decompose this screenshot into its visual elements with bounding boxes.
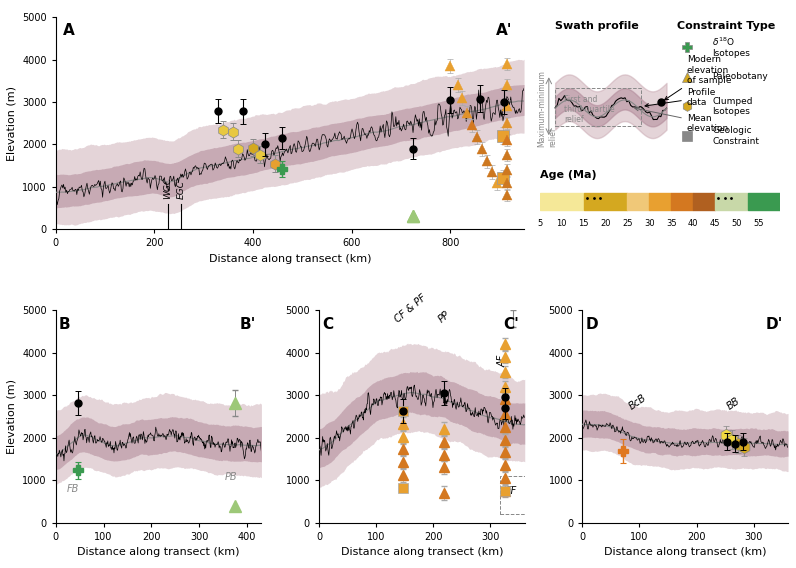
Text: Paleobotany: Paleobotany — [712, 72, 768, 81]
Y-axis label: Elevation (m): Elevation (m) — [6, 86, 17, 161]
Text: FB: FB — [66, 483, 79, 494]
Text: WGC: WGC — [164, 177, 173, 199]
X-axis label: Distance along transect (km): Distance along transect (km) — [77, 547, 240, 557]
Text: A': A' — [496, 23, 513, 39]
X-axis label: Distance along transect (km): Distance along transect (km) — [604, 547, 767, 557]
Text: D: D — [585, 316, 598, 332]
Text: D': D' — [766, 316, 783, 332]
X-axis label: Distance along transect (km): Distance along transect (km) — [341, 547, 503, 557]
Text: BcB: BcB — [627, 393, 648, 412]
Text: Swath profile: Swath profile — [555, 21, 639, 31]
Text: Clumped
Isotopes: Clumped Isotopes — [712, 97, 752, 116]
Text: B': B' — [240, 316, 256, 332]
Text: PP: PP — [436, 310, 451, 325]
X-axis label: Distance along transect (km): Distance along transect (km) — [209, 254, 371, 264]
Text: Mean
elevation: Mean elevation — [635, 107, 729, 133]
Text: Modern
elevation
of sample: Modern elevation of sample — [665, 55, 732, 100]
Text: EGC: EGC — [177, 180, 186, 199]
Text: Profile
data: Profile data — [645, 88, 715, 107]
Text: PB: PB — [224, 472, 237, 482]
Text: $\delta^{18}$O
Isotopes: $\delta^{18}$O Isotopes — [712, 35, 750, 58]
Text: Maximum-minimum
relief: Maximum-minimum relief — [537, 70, 557, 147]
Text: AF: AF — [498, 355, 508, 367]
Text: FF: FF — [505, 486, 517, 496]
Text: Constraint Type: Constraint Type — [677, 21, 775, 31]
Text: CF & PF: CF & PF — [393, 293, 429, 325]
Text: First and
third quartile
relief: First and third quartile relief — [564, 94, 615, 124]
Text: C: C — [322, 316, 334, 332]
Text: Geologic
Constraint: Geologic Constraint — [712, 126, 759, 145]
Text: A: A — [63, 23, 75, 39]
Bar — [500, 476, 529, 514]
Text: B: B — [59, 316, 70, 332]
Text: BB: BB — [725, 396, 742, 412]
Text: C': C' — [504, 316, 520, 332]
Y-axis label: Elevation (m): Elevation (m) — [6, 379, 17, 454]
Text: Age (Ma): Age (Ma) — [540, 170, 596, 180]
Bar — [555, 88, 642, 127]
